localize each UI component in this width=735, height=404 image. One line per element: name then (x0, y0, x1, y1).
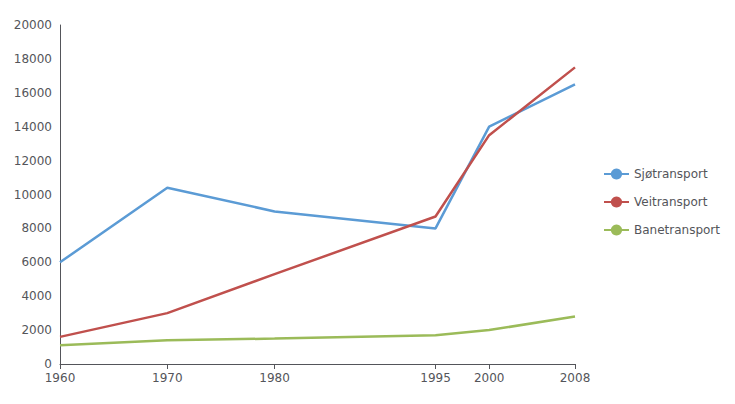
svg-text:1960: 1960 (45, 371, 76, 385)
svg-text:0: 0 (44, 357, 52, 371)
svg-text:14000: 14000 (14, 120, 52, 134)
svg-text:Veitransport: Veitransport (634, 195, 708, 209)
svg-text:2008: 2008 (560, 371, 591, 385)
svg-text:12000: 12000 (14, 154, 52, 168)
svg-text:6000: 6000 (21, 255, 52, 269)
svg-text:2000: 2000 (474, 371, 505, 385)
svg-text:18000: 18000 (14, 52, 52, 66)
svg-text:2000: 2000 (21, 323, 52, 337)
svg-text:4000: 4000 (21, 289, 52, 303)
svg-text:Sjøtransport: Sjøtransport (634, 167, 708, 181)
svg-text:1980: 1980 (259, 371, 290, 385)
svg-text:16000: 16000 (14, 86, 52, 100)
svg-text:1970: 1970 (152, 371, 183, 385)
svg-text:1995: 1995 (420, 371, 451, 385)
svg-text:10000: 10000 (14, 188, 52, 202)
svg-text:Banetransport: Banetransport (634, 223, 720, 237)
svg-text:20000: 20000 (14, 18, 52, 32)
svg-text:8000: 8000 (21, 221, 52, 235)
